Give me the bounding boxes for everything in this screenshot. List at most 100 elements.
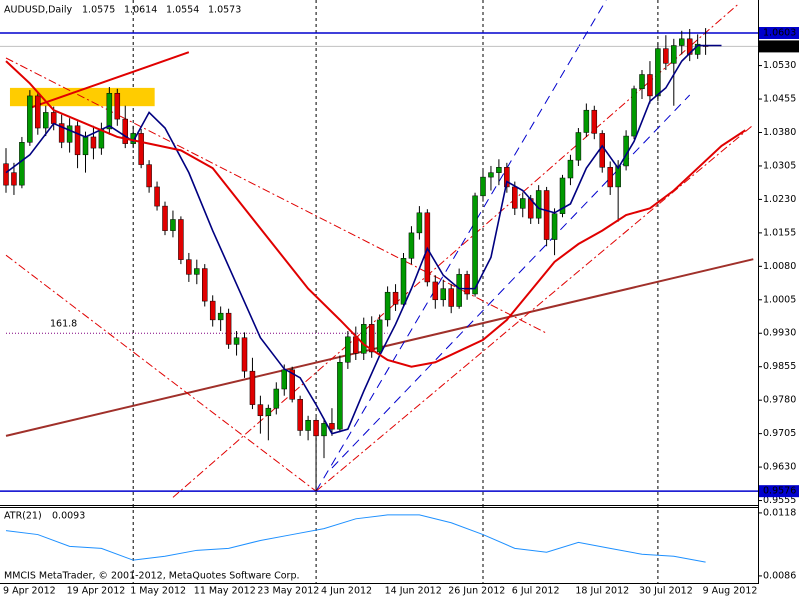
- indicator-line: [5, 514, 706, 563]
- candle-body: [329, 423, 335, 430]
- candle-body: [575, 132, 582, 161]
- candle-body: [11, 172, 17, 186]
- atr-title: ATR(21): [4, 511, 42, 522]
- trend-line: [29, 51, 190, 109]
- price-tag: [759, 27, 799, 40]
- candle-body: [50, 112, 57, 124]
- candle-body: [376, 319, 383, 353]
- y-tick-label: 0.9780: [763, 395, 796, 406]
- trend-line: [5, 254, 317, 492]
- candle-body: [209, 300, 216, 321]
- candle-body: [615, 165, 621, 188]
- y-tick-label: 0.9555: [763, 495, 796, 506]
- candle-body: [154, 186, 160, 207]
- x-tick-label: 11 May 2012: [194, 586, 256, 597]
- candle-body: [194, 268, 200, 275]
- candle-body: [170, 219, 176, 231]
- candle-body: [551, 213, 558, 240]
- atr-value: 0.0093: [52, 511, 85, 522]
- candle-body: [27, 95, 33, 143]
- candle-body: [456, 274, 462, 307]
- candle-body: [273, 388, 280, 409]
- x-tick-label: 9 Apr 2012: [3, 586, 56, 597]
- candle-body: [535, 190, 542, 219]
- candle-body: [281, 369, 287, 390]
- x-tick-label: 4 Jun 2012: [321, 586, 372, 597]
- candle-body: [647, 74, 653, 97]
- x-tick-label: 1 May 2012: [130, 586, 186, 597]
- candle-body: [313, 419, 319, 437]
- candle-body: [639, 74, 645, 90]
- low-value: 1.0554: [166, 5, 199, 16]
- candle-body: [186, 259, 192, 275]
- candle-body: [368, 324, 375, 353]
- candle-body: [448, 288, 454, 307]
- x-tick-label: 18 Jul 2012: [575, 586, 629, 597]
- candle-body: [265, 407, 272, 417]
- open-value: 1.0575: [82, 5, 115, 16]
- y-tick-label: 0.9630: [763, 462, 796, 473]
- candle-body: [559, 177, 566, 214]
- candle-body: [631, 88, 637, 137]
- candle-body: [202, 268, 208, 302]
- y-tick-label: 0.9705: [763, 428, 796, 439]
- candle-body: [361, 324, 367, 354]
- y-tick-label: 1.0080: [763, 261, 796, 272]
- candle-body: [520, 198, 526, 209]
- candle-body: [591, 109, 598, 134]
- candle-body: [679, 38, 685, 46]
- atr-panel: [5, 514, 706, 563]
- price-tag: [759, 485, 799, 498]
- trend-line: [331, 94, 691, 469]
- candle-body: [400, 258, 407, 305]
- candle-body: [58, 123, 65, 143]
- candle-body: [480, 176, 486, 197]
- candle-body: [297, 399, 303, 431]
- candle-body: [106, 92, 113, 130]
- candle-body: [512, 186, 518, 209]
- trend-line: [315, 0, 607, 492]
- candle-body: [337, 361, 343, 430]
- candle-body: [225, 312, 232, 345]
- moving-average: [5, 44, 722, 435]
- candle-body: [35, 95, 41, 129]
- price-tag-label: 0.9576: [763, 486, 796, 497]
- y-tick-label: 1.0155: [763, 227, 796, 238]
- y-tick-label: 1.0455: [763, 94, 796, 105]
- candle-body: [241, 337, 248, 372]
- candle-body: [289, 369, 295, 400]
- candle-body: [19, 142, 25, 186]
- candle-body: [178, 219, 184, 260]
- price-tag-label: 1.0573: [763, 41, 796, 52]
- candle-body: [305, 419, 311, 431]
- candle-body: [472, 195, 478, 295]
- candle-body: [82, 136, 89, 156]
- candle-body: [694, 43, 701, 55]
- y-tick-label: 0.9855: [763, 361, 796, 372]
- candle-body: [146, 164, 152, 188]
- candle-body: [543, 190, 550, 240]
- trend-line: [5, 57, 547, 334]
- candle-body: [3, 163, 9, 186]
- candle-body: [392, 291, 399, 305]
- candle-body: [496, 167, 502, 173]
- price-tag-label: 1.0603: [763, 28, 796, 39]
- candle-body: [671, 45, 677, 64]
- moving-average: [5, 60, 746, 368]
- candle-body: [440, 288, 446, 301]
- candle-body: [567, 159, 574, 179]
- y-tick-label: 1.0230: [763, 194, 796, 205]
- candle-body: [321, 423, 327, 437]
- y-tick-label: 0.0086: [763, 570, 796, 581]
- candle-body: [162, 205, 168, 231]
- candle-body: [607, 167, 613, 188]
- candle-body: [122, 118, 128, 144]
- candle-body: [464, 274, 470, 295]
- candle-body: [249, 370, 256, 405]
- x-tick-label: 14 Jun 2012: [385, 586, 442, 597]
- candle-body: [138, 133, 144, 165]
- candle-body: [655, 48, 661, 97]
- y-tick-label: 0.0118: [763, 507, 796, 518]
